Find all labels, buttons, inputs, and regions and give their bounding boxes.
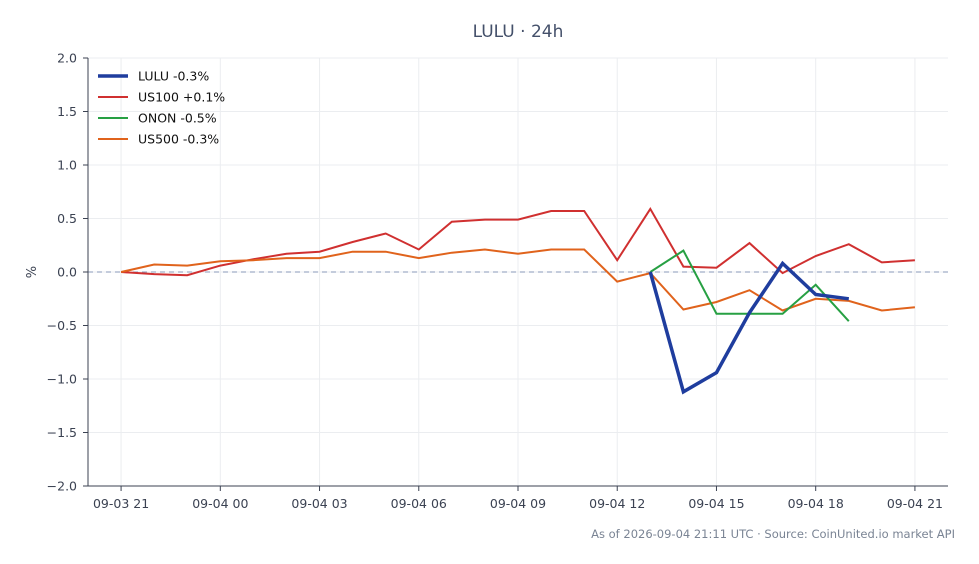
y-tick-label: −1.0 [47,372,77,387]
x-tick-label: 09-04 18 [788,496,844,511]
legend-label-us100: US100 +0.1% [138,90,225,105]
y-tick-label: 0.0 [57,265,77,280]
x-tick-label: 09-04 12 [589,496,645,511]
x-tick-label: 09-04 03 [291,496,347,511]
x-tick-label: 09-04 00 [192,496,248,511]
series-line-lulu [648,260,850,395]
y-tick-label: 0.5 [57,211,77,226]
grid [88,57,948,487]
y-tick-label: 1.0 [57,158,77,173]
x-tick-label: 09-03 21 [93,496,149,511]
x-axis-ticks: 09-03 21 09-04 00 09-04 03 09-04 06 09-04 09… [93,486,943,511]
x-tick-label: 09-04 09 [490,496,546,511]
y-tick-label: −0.5 [47,318,77,333]
source-footer: As of 2026-09-04 21:11 UTC · Source: Coi… [591,527,955,541]
y-tick-label: 1.5 [57,104,77,119]
y-tick-label: −2.0 [47,479,77,494]
y-tick-label: 2.0 [57,51,77,66]
x-tick-label: 09-04 21 [887,496,943,511]
x-tick-label: 09-04 06 [391,496,447,511]
legend: LULU -0.3% US100 +0.1% ONON -0.5% US500 -0.… [98,69,225,147]
legend-label-us500: US500 -0.3% [138,132,219,147]
x-tick-label: 09-04 15 [688,496,744,511]
legend-label-lulu: LULU -0.3% [138,69,209,84]
series-line-us500 [120,248,915,312]
y-tick-label: −1.5 [47,425,77,440]
series-group [120,206,915,395]
y-axis-ticks: 2.0 1.5 1.0 0.5 0.0 −0.5 −1.0 −1.5 −2.0 [47,51,88,494]
chart-title: LULU · 24h [473,22,564,42]
y-axis-label: % [25,266,40,278]
legend-label-onon: ONON -0.5% [138,111,217,126]
